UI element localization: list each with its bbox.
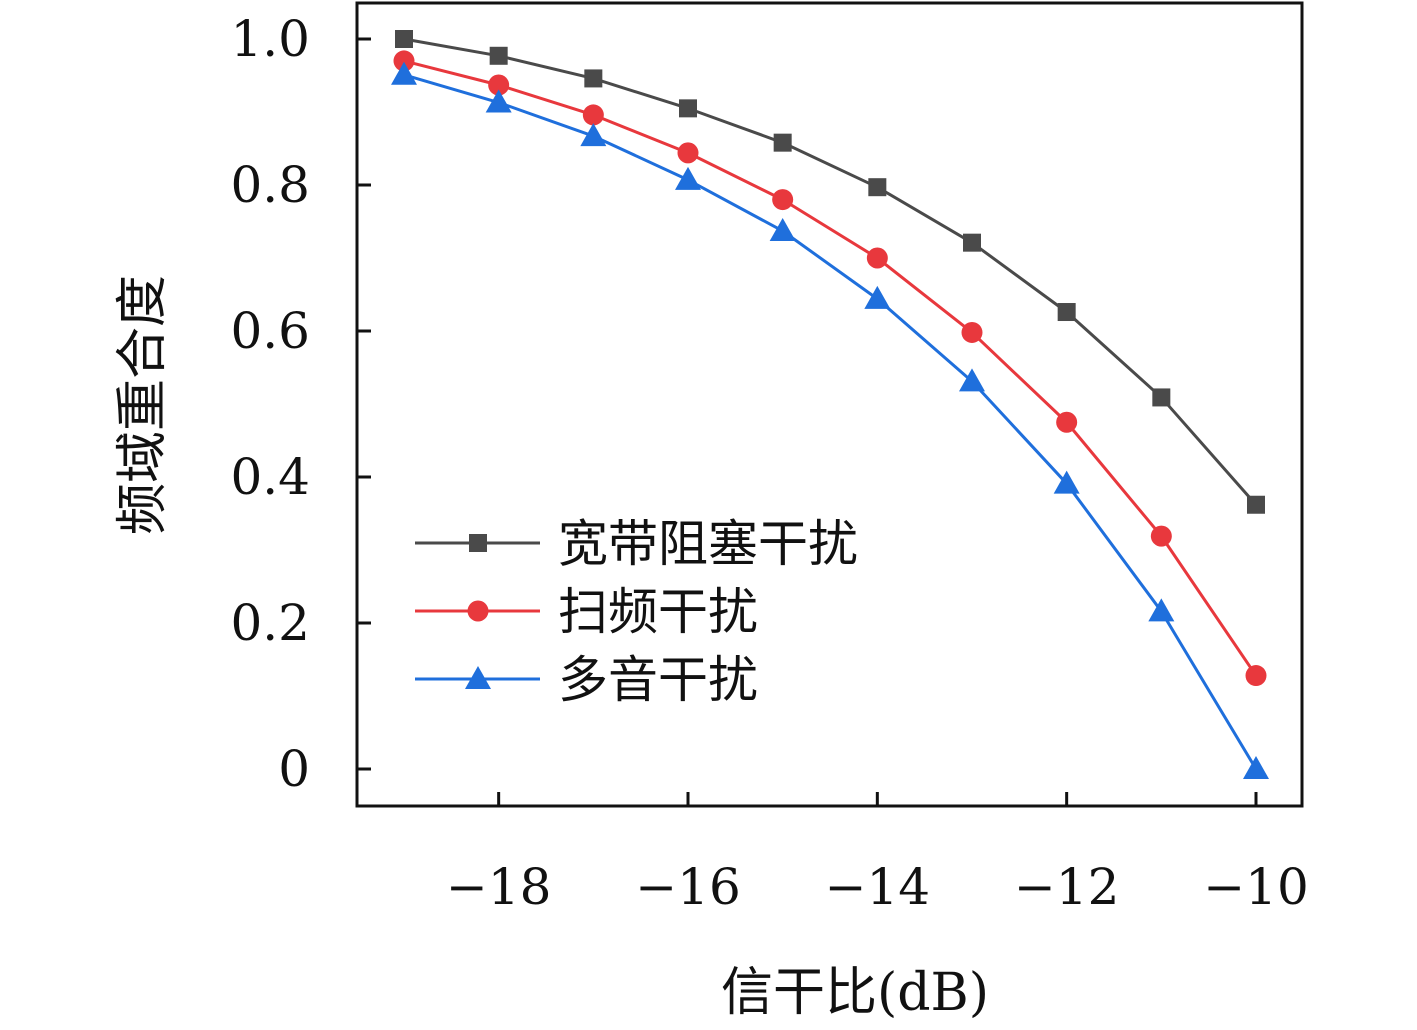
x-tick-label: −18 xyxy=(446,858,552,916)
data-point xyxy=(868,178,887,197)
y-tick-label: 0.8 xyxy=(230,156,310,214)
data-point xyxy=(773,133,792,152)
data-point xyxy=(1245,665,1267,687)
series-layer xyxy=(391,30,1269,779)
data-point xyxy=(679,99,697,118)
y-tick-label: 0.4 xyxy=(230,448,310,506)
y-tick-label: 0.2 xyxy=(230,594,310,652)
legend-marker xyxy=(465,666,491,689)
y-axis-title: 频域重合度 xyxy=(113,275,173,535)
series-line xyxy=(403,37,1258,506)
legend-label: 扫频干扰 xyxy=(558,583,758,641)
data-point xyxy=(1247,495,1265,514)
data-point xyxy=(675,166,701,190)
data-point xyxy=(866,247,888,269)
data-point xyxy=(772,189,794,211)
data-point xyxy=(393,50,415,72)
data-point xyxy=(1148,598,1175,622)
legend-item-2: 扫频干扰 xyxy=(415,583,758,641)
x-axis-ticks: −18 −16 −14 −12 −10 xyxy=(446,792,1309,916)
data-point xyxy=(485,89,512,113)
data-point xyxy=(582,104,604,126)
data-point xyxy=(1056,411,1078,433)
data-point xyxy=(489,46,508,65)
plot-layer xyxy=(355,1,1304,808)
plot-frame xyxy=(355,1,1304,808)
data-point xyxy=(864,285,891,309)
y-axis-ticks: 0 0.2 0.4 0.6 0.8 1.0 xyxy=(230,10,371,798)
x-tick-label: −16 xyxy=(635,858,741,916)
y-tick-label: 0 xyxy=(278,740,310,798)
legend-label: 多音干扰 xyxy=(558,651,758,709)
data-point xyxy=(391,61,417,85)
data-point xyxy=(488,74,510,96)
series-line xyxy=(403,59,1258,677)
legend-marker xyxy=(467,600,489,622)
data-point xyxy=(1243,756,1269,779)
data-point xyxy=(1057,303,1076,322)
series-1 xyxy=(395,30,1265,514)
legend-item-3: 多音干扰 xyxy=(415,651,758,709)
x-tick-label: −14 xyxy=(825,858,931,916)
legend-item-1: 宽带阻塞干扰 xyxy=(415,515,858,573)
x-tick-label: −10 xyxy=(1203,858,1309,916)
series-2 xyxy=(393,50,1267,687)
x-tick-label: −12 xyxy=(1014,858,1120,916)
data-point xyxy=(769,217,796,241)
series-3 xyxy=(391,61,1269,779)
series-line xyxy=(403,73,1258,770)
data-point xyxy=(677,142,699,164)
data-point xyxy=(1150,525,1172,547)
y-tick-label: 1.0 xyxy=(230,10,310,68)
data-point xyxy=(961,321,983,343)
data-point xyxy=(584,69,603,88)
data-point xyxy=(395,30,413,48)
data-point xyxy=(963,233,981,252)
legend-label: 宽带阻塞干扰 xyxy=(558,515,858,573)
data-point xyxy=(1053,470,1080,494)
data-point xyxy=(1152,388,1171,407)
legend-marker xyxy=(469,534,487,552)
x-axis-title: 信干比(dB) xyxy=(721,963,989,1023)
data-point xyxy=(959,368,985,392)
y-tick-label: 0.6 xyxy=(230,302,310,360)
data-point xyxy=(580,123,607,147)
